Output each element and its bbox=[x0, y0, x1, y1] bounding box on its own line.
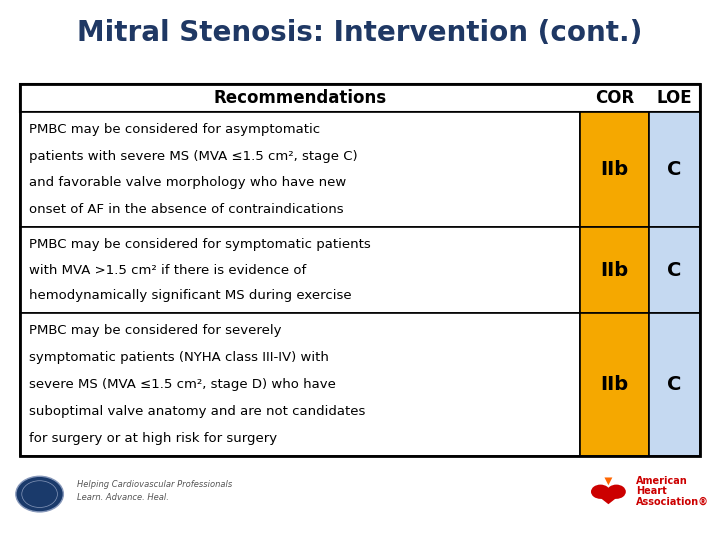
Circle shape bbox=[607, 484, 626, 499]
Bar bbox=[580, 112, 649, 227]
Text: IIb: IIb bbox=[600, 160, 629, 179]
Text: severe MS (MVA ≤1.5 cm², stage D) who have: severe MS (MVA ≤1.5 cm², stage D) who ha… bbox=[29, 378, 336, 391]
Bar bbox=[20, 112, 580, 227]
Text: IIb: IIb bbox=[600, 375, 629, 394]
Text: LOE: LOE bbox=[657, 89, 693, 107]
Text: onset of AF in the absence of contraindications: onset of AF in the absence of contraindi… bbox=[29, 203, 343, 216]
Text: Recommendations: Recommendations bbox=[213, 89, 387, 107]
Text: PMBC may be considered for severely: PMBC may be considered for severely bbox=[29, 325, 282, 338]
Bar bbox=[580, 313, 649, 456]
Bar bbox=[20, 227, 580, 313]
Text: patients with severe MS (MVA ≤1.5 cm², stage C): patients with severe MS (MVA ≤1.5 cm², s… bbox=[29, 150, 357, 163]
Text: C: C bbox=[667, 375, 682, 394]
Bar bbox=[20, 84, 700, 112]
Circle shape bbox=[591, 484, 610, 499]
Polygon shape bbox=[592, 491, 625, 504]
Text: hemodynamically significant MS during exercise: hemodynamically significant MS during ex… bbox=[29, 289, 351, 302]
Text: COR: COR bbox=[595, 89, 634, 107]
Text: Helping Cardiovascular Professionals: Helping Cardiovascular Professionals bbox=[77, 480, 233, 489]
Circle shape bbox=[16, 476, 63, 512]
Text: Association®: Association® bbox=[636, 497, 708, 507]
Text: PMBC may be considered for asymptomatic: PMBC may be considered for asymptomatic bbox=[29, 124, 320, 137]
Text: and favorable valve morphology who have new: and favorable valve morphology who have … bbox=[29, 177, 346, 190]
Text: Heart: Heart bbox=[636, 487, 667, 496]
Text: for surgery or at high risk for surgery: for surgery or at high risk for surgery bbox=[29, 432, 277, 445]
Text: Learn. Advance. Heal.: Learn. Advance. Heal. bbox=[77, 493, 169, 502]
Text: IIb: IIb bbox=[600, 260, 629, 280]
Text: with MVA >1.5 cm² if there is evidence of: with MVA >1.5 cm² if there is evidence o… bbox=[29, 264, 306, 276]
Text: symptomatic patients (NYHA class III-IV) with: symptomatic patients (NYHA class III-IV)… bbox=[29, 351, 328, 364]
Bar bbox=[649, 313, 700, 456]
Text: C: C bbox=[667, 160, 682, 179]
Bar bbox=[649, 227, 700, 313]
Text: American: American bbox=[636, 476, 688, 485]
Text: PMBC may be considered for symptomatic patients: PMBC may be considered for symptomatic p… bbox=[29, 238, 371, 251]
Bar bbox=[649, 112, 700, 227]
Polygon shape bbox=[605, 477, 612, 485]
Text: suboptimal valve anatomy and are not candidates: suboptimal valve anatomy and are not can… bbox=[29, 405, 365, 418]
Bar bbox=[20, 313, 580, 456]
Bar bbox=[20, 84, 700, 456]
Text: C: C bbox=[667, 260, 682, 280]
Text: Mitral Stenosis: Intervention (cont.): Mitral Stenosis: Intervention (cont.) bbox=[77, 19, 643, 48]
Bar bbox=[580, 227, 649, 313]
